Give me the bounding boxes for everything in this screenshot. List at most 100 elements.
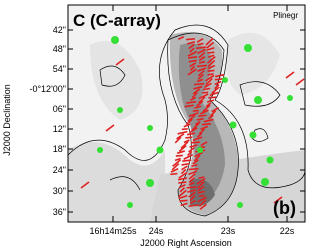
polarization-vector [105, 124, 115, 132]
polarization-vector [208, 114, 214, 120]
polarization-vector [205, 102, 212, 108]
polarization-vectors [80, 36, 305, 210]
polarization-vector [208, 96, 217, 99]
polarization-vector [178, 183, 186, 189]
emission [90, 40, 143, 121]
polarization-vector [198, 194, 205, 198]
polarization-vector [193, 85, 203, 90]
polarization-vector [185, 136, 193, 139]
y-tick-label: 30" [53, 186, 66, 196]
polarization-vector [177, 130, 188, 135]
polarization-vector [205, 74, 215, 82]
y-tick-label: 54" [53, 64, 66, 74]
polarization-vector [197, 190, 205, 194]
filament-core [178, 43, 225, 205]
x-tick-label: 22s [280, 226, 295, 236]
polarization-vector [208, 54, 215, 58]
polarization-vector [215, 73, 225, 78]
polarization-vector [192, 159, 199, 165]
polarization-vector [207, 64, 216, 70]
polarization-vector [190, 96, 197, 101]
emission [225, 32, 280, 95]
x-axis-label: J2000 Right Ascension [140, 238, 232, 248]
polarization-vector [183, 139, 190, 144]
polarization-vector [178, 181, 187, 184]
polarization-vector [177, 177, 188, 181]
polarization-vector [191, 92, 198, 99]
polarization-vector [189, 47, 195, 53]
y-tick-label: 12" [53, 124, 66, 134]
polarization-vector [80, 181, 90, 189]
panel-label: (b) [273, 198, 296, 218]
polarization-vector [207, 73, 214, 76]
polarization-vector [179, 187, 186, 193]
polarization-vector [174, 157, 181, 162]
polarization-vector [170, 168, 179, 173]
polarization-vector [205, 37, 214, 46]
polarization-vector [188, 59, 197, 63]
polarization-vector [190, 141, 200, 144]
polarization-vector [188, 167, 199, 171]
polarization-vector [197, 73, 204, 80]
polarization-vector [196, 117, 204, 121]
polarization-vector [196, 78, 204, 83]
polarization-vector [174, 136, 182, 144]
polarization-vector [200, 141, 208, 147]
polarization-vector [195, 46, 207, 50]
polarization-vector [201, 122, 212, 126]
polarization-vector [187, 114, 196, 122]
polarization-vector [176, 150, 186, 155]
polarization-vector [115, 58, 125, 66]
x-ticks: 16h14m25s 24s 23s 22s [89, 5, 295, 236]
polarization-vector [181, 162, 190, 166]
polarization-vector [181, 165, 188, 171]
polarization-vector [192, 136, 203, 142]
polarization-vector [177, 36, 185, 40]
y-axis-label: J2000 Declination [2, 84, 12, 156]
polarization-vector [188, 112, 199, 117]
polarization-vector [203, 118, 214, 123]
polarization-vector [189, 65, 196, 72]
polarization-vector [202, 91, 209, 94]
polarization-vector [189, 195, 196, 202]
polarization-vector [187, 150, 193, 157]
polarization-vector [183, 123, 191, 128]
polarization-vector [200, 109, 209, 115]
polarization-vector [194, 151, 203, 158]
polarization-vector [211, 86, 220, 95]
polarization-vector [193, 154, 201, 162]
polarization-vector [186, 186, 197, 189]
polarization-vector [205, 77, 213, 86]
polarization-vector [187, 50, 198, 57]
polarization-vector [285, 71, 295, 79]
polarization-vector [214, 78, 223, 81]
y-tick-label: -0°12'00" [29, 84, 66, 94]
y-tick-label: 42" [53, 25, 66, 35]
polarization-vector [197, 42, 204, 46]
y-tick-label: 48" [53, 44, 66, 54]
polarization-vector [188, 170, 198, 176]
polarization-vector [186, 132, 196, 136]
polarization-vector [178, 194, 188, 200]
image [68, 5, 305, 222]
polarization-vector [175, 154, 183, 157]
y-tick-label: 18" [53, 144, 66, 154]
polarization-vector [196, 64, 208, 68]
polarization-vector [210, 110, 217, 117]
polarization-vector [188, 146, 195, 153]
polarization-vector [178, 145, 187, 152]
panel-title: C (C-array) [73, 11, 161, 30]
polarization-vector [188, 181, 195, 186]
polarization-vector [188, 173, 196, 180]
polarization-vector [196, 177, 206, 185]
polarization-vector [192, 109, 199, 112]
polarization-vector [204, 82, 212, 89]
x-tick-label: 23s [221, 226, 236, 236]
x-tick-label: 24s [149, 226, 164, 236]
sources [97, 36, 293, 208]
polarization-vector [198, 199, 207, 207]
polarization-vector [295, 78, 305, 86]
polarization-vector [200, 125, 209, 131]
polarization-vector [207, 51, 215, 54]
